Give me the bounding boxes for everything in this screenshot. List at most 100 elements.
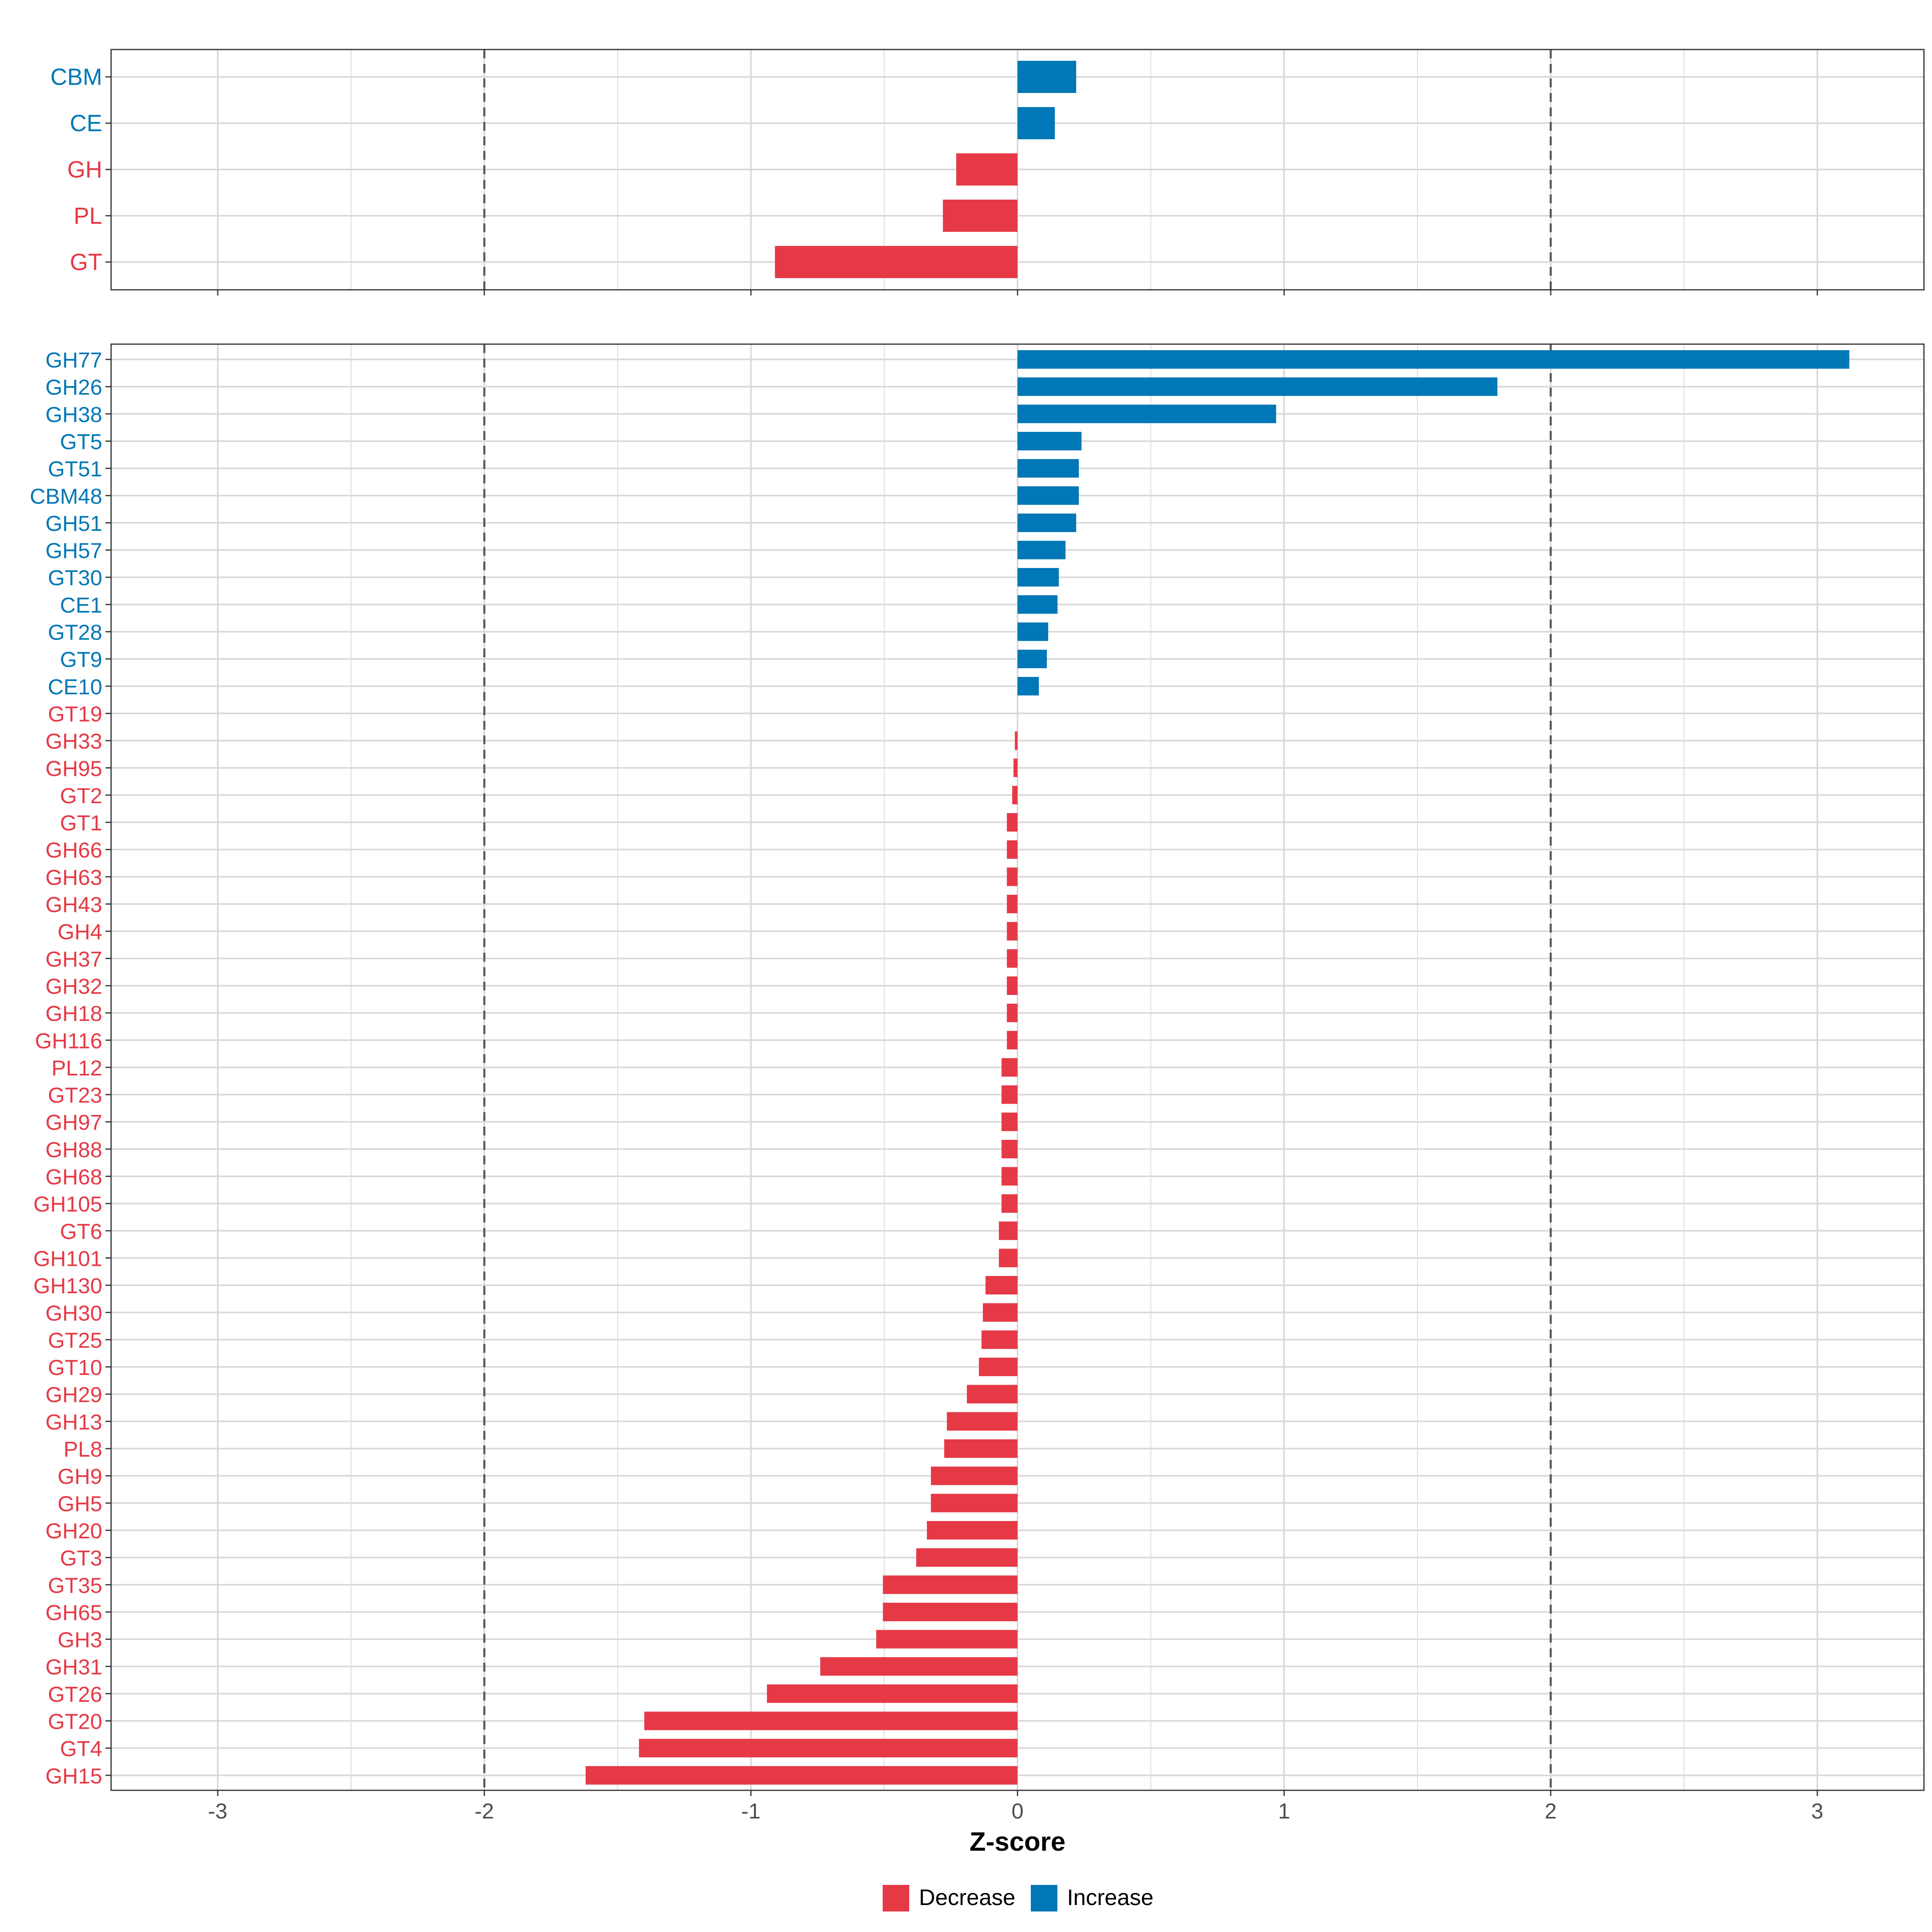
bar-GH37	[1007, 949, 1018, 968]
bar-GH33	[1015, 731, 1018, 750]
category-label-GT6: GT6	[60, 1220, 102, 1244]
bar-GT51	[1018, 459, 1079, 478]
category-label-GH77: GH77	[45, 348, 102, 372]
bar-GH130	[985, 1276, 1018, 1295]
category-label-GT2: GT2	[60, 784, 102, 808]
category-label-GH57: GH57	[45, 539, 102, 563]
category-label-GH105: GH105	[33, 1192, 102, 1216]
bar-GH26	[1018, 377, 1498, 396]
bar-GT	[775, 246, 1018, 278]
bar-GH31	[820, 1657, 1018, 1676]
category-label-GH66: GH66	[45, 838, 102, 863]
category-label-GT19: GT19	[48, 702, 102, 726]
bar-GT6	[999, 1221, 1018, 1240]
bar-GH101	[999, 1249, 1018, 1267]
bottom-panel: GH77GH26GH38GT5GT51CBM48GH51GH57GT30CE1G…	[30, 343, 1925, 1823]
bar-GT25	[981, 1330, 1018, 1349]
legend-label-increase: Increase	[1067, 1885, 1154, 1910]
category-label-GT10: GT10	[48, 1356, 102, 1380]
x-axis-title: Z-score	[970, 1827, 1065, 1856]
category-label-GH63: GH63	[45, 865, 102, 890]
bar-GH29	[967, 1385, 1018, 1404]
legend-label-decrease: Decrease	[919, 1885, 1016, 1910]
bar-GH30	[983, 1303, 1018, 1322]
bar-GH18	[1007, 1003, 1018, 1022]
bar-GH3	[876, 1630, 1018, 1649]
x-tick-label: -1	[741, 1799, 761, 1823]
category-label-GH101: GH101	[33, 1247, 102, 1271]
category-label-GT1: GT1	[60, 811, 102, 835]
category-label-GT9: GT9	[60, 648, 102, 672]
category-label-GH31: GH31	[45, 1655, 102, 1679]
bar-GH116	[1007, 1031, 1018, 1050]
bar-GT4	[639, 1739, 1018, 1758]
bar-CBM48	[1018, 486, 1079, 505]
category-label-GT25: GT25	[48, 1328, 102, 1352]
category-label-GH33: GH33	[45, 729, 102, 753]
bar-GT2	[1012, 786, 1018, 805]
x-tick-label: 1	[1278, 1799, 1290, 1823]
legend-key-increase	[1031, 1885, 1057, 1911]
bar-CBM	[1018, 61, 1076, 93]
bar-CE1	[1018, 595, 1058, 614]
bar-GH105	[1001, 1194, 1018, 1213]
bar-GH66	[1007, 840, 1018, 859]
category-label-CE1: CE1	[60, 593, 102, 617]
bar-GH32	[1007, 976, 1018, 995]
legend: Decrease Increase	[883, 1885, 1154, 1911]
category-label-GH51: GH51	[45, 512, 102, 536]
x-tick-label: 0	[1011, 1799, 1024, 1823]
category-label-PL8: PL8	[64, 1437, 102, 1461]
bar-CE	[1018, 107, 1055, 139]
bar-GH97	[1001, 1113, 1018, 1131]
category-label-GT: GT	[70, 249, 102, 275]
category-label-GH30: GH30	[45, 1301, 102, 1325]
category-label-GT20: GT20	[48, 1710, 102, 1734]
category-label-GH18: GH18	[45, 1002, 102, 1026]
category-label-GT4: GT4	[60, 1737, 102, 1761]
category-label-GH32: GH32	[45, 974, 102, 999]
bar-GT1	[1007, 813, 1018, 832]
category-label-GH9: GH9	[58, 1465, 102, 1489]
bar-GH4	[1007, 922, 1018, 941]
category-label-GH130: GH130	[33, 1274, 102, 1298]
bar-GH9	[931, 1466, 1018, 1485]
category-label-PL12: PL12	[52, 1056, 102, 1080]
category-label-GT5: GT5	[60, 430, 102, 454]
bar-GT5	[1018, 431, 1082, 450]
category-label-GH20: GH20	[45, 1519, 102, 1543]
category-label-GH13: GH13	[45, 1410, 102, 1434]
category-label-CE: CE	[70, 110, 102, 136]
category-label-GH88: GH88	[45, 1138, 102, 1162]
category-label-GT35: GT35	[48, 1573, 102, 1598]
category-label-GH37: GH37	[45, 947, 102, 971]
bar-GH68	[1001, 1167, 1018, 1186]
category-label-GH: GH	[67, 157, 102, 183]
x-tick-label: 2	[1545, 1799, 1557, 1823]
category-label-GH26: GH26	[45, 376, 102, 400]
legend-key-decrease	[883, 1885, 909, 1911]
category-label-GH15: GH15	[45, 1764, 102, 1788]
bar-CE10	[1018, 677, 1039, 696]
bar-GH63	[1007, 867, 1018, 886]
category-label-GH68: GH68	[45, 1165, 102, 1189]
bar-GT20	[644, 1711, 1018, 1730]
category-label-GH116: GH116	[35, 1029, 102, 1053]
category-label-GH4: GH4	[58, 920, 102, 944]
bar-GH15	[585, 1766, 1018, 1785]
bar-GH	[956, 153, 1018, 186]
category-label-GH97: GH97	[45, 1110, 102, 1135]
category-label-GH5: GH5	[58, 1492, 102, 1516]
bar-GH95	[1013, 758, 1018, 777]
x-tick-label: -3	[208, 1799, 227, 1823]
category-label-PL: PL	[74, 203, 102, 229]
category-label-GH3: GH3	[58, 1628, 102, 1652]
bar-GT26	[767, 1684, 1018, 1703]
category-label-GT30: GT30	[48, 566, 102, 590]
bar-GH38	[1018, 405, 1276, 423]
bar-GH43	[1007, 895, 1018, 913]
bar-GH57	[1018, 541, 1066, 559]
bar-GH51	[1018, 513, 1076, 532]
category-label-CBM48: CBM48	[30, 484, 102, 508]
bar-GH77	[1018, 350, 1849, 369]
